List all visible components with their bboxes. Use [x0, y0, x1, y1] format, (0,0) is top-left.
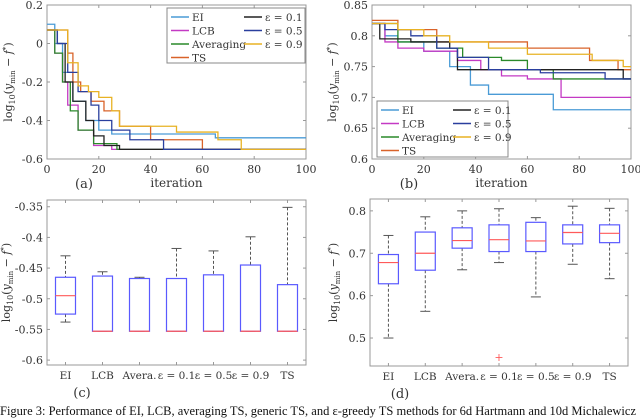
y-tick-label: 0.7: [349, 247, 367, 260]
x-tick-label: Avera.: [122, 370, 157, 382]
box: [526, 222, 546, 251]
y-tick-label: -0.4: [22, 115, 43, 128]
y-tick-label: 0.75: [344, 61, 369, 74]
box: [167, 279, 187, 332]
y-tick-label: 0: [36, 38, 43, 51]
x-tick-label: 0: [369, 163, 376, 176]
x-tick-label: ε = 0.1: [158, 370, 196, 382]
panel-label: (b): [400, 177, 418, 192]
x-tick-label: ε = 0.9: [554, 371, 592, 383]
legend-label-eps01: ε = 0.1: [474, 105, 512, 117]
y-tick-label: 0.8: [349, 205, 367, 218]
x-tick-label: EI: [383, 371, 395, 383]
y-axis-label: log10(ymin − f*): [2, 42, 17, 121]
box: [204, 275, 224, 331]
y-tick-label: -0.2: [22, 76, 43, 89]
x-tick-label: LCB: [414, 371, 437, 383]
x-tick-label: 0: [44, 163, 51, 176]
legend-label-eps05: ε = 0.5: [265, 26, 303, 38]
x-tick-label: 20: [92, 163, 106, 176]
panel-label: (d): [391, 387, 409, 402]
y-tick-label: 0.5: [349, 332, 367, 345]
x-tick-label: 100: [621, 163, 640, 176]
y-tick-label: -0.4: [22, 231, 43, 244]
x-tick-label: ε = 0.5: [195, 370, 233, 382]
x-tick-label: Avera.: [444, 371, 479, 383]
x-tick-label: ε = 0.1: [480, 371, 518, 383]
y-tick-label: -0.45: [15, 262, 43, 275]
legend-label-eps09: ε = 0.9: [474, 132, 512, 144]
x-axis-label: iteration: [475, 176, 528, 190]
box: [378, 255, 398, 284]
legend-label-EI: EI: [402, 105, 414, 117]
box: [130, 279, 150, 332]
legend-label-LCB: LCB: [192, 26, 215, 38]
legend-label-TS: TS: [402, 146, 416, 158]
legend-label-TS: TS: [192, 53, 206, 65]
legend-label-eps09: ε = 0.9: [265, 39, 303, 51]
y-tick-label: 0.8: [351, 30, 369, 43]
box: [93, 276, 113, 331]
y-axis-label: log10(ymin − f*): [0, 243, 15, 322]
x-tick-label: 100: [296, 163, 317, 176]
y-tick-label: -0.5: [22, 293, 43, 306]
legend-label-eps01: ε = 0.1: [265, 12, 303, 24]
x-tick-label: EI: [60, 370, 72, 382]
x-tick-label: 40: [144, 163, 158, 176]
y-axis-label: log10(ymin − f*): [327, 243, 342, 322]
y-tick-label: -0.55: [15, 323, 43, 336]
x-axis-label: iteration: [150, 176, 203, 190]
x-tick-label: 60: [195, 163, 209, 176]
legend-label-Averaging: Averaging: [401, 132, 456, 144]
box: [241, 265, 261, 331]
legend-label-Averaging: Averaging: [191, 39, 246, 51]
y-tick-label: 0.6: [351, 153, 369, 166]
y-tick-label: -0.35: [15, 201, 43, 214]
box: [489, 225, 509, 252]
legend-label-LCB: LCB: [402, 119, 425, 131]
x-tick-label: 40: [469, 163, 483, 176]
x-tick-label: 80: [247, 163, 261, 176]
x-tick-label: LCB: [91, 370, 114, 382]
y-axis-label: log10(ymin − f*): [326, 42, 341, 121]
panel-label: (a): [75, 177, 93, 192]
legend-label-EI: EI: [192, 12, 204, 24]
y-tick-label: 0.6: [349, 290, 367, 303]
box: [278, 285, 298, 332]
x-tick-label: 60: [520, 163, 534, 176]
y-tick-label: -0.6: [22, 354, 43, 367]
x-tick-label: TS: [280, 370, 294, 382]
legend-label-eps05: ε = 0.5: [474, 119, 512, 131]
x-tick-label: ε = 0.9: [232, 370, 270, 382]
x-tick-label: TS: [602, 371, 616, 383]
figure-caption: Figure 3: Performance of EI, LCB, averag…: [0, 404, 640, 419]
y-tick-label: 0.2: [26, 0, 44, 12]
y-tick-label: 0.85: [344, 0, 369, 12]
chart-b: 0.85 0.8 0.75 0.7 0.65 0.60 20 40 60 80 100 iterati…: [326, 0, 640, 192]
x-tick-label: 20: [417, 163, 431, 176]
y-tick-label: 0.7: [351, 91, 369, 104]
box: [452, 228, 472, 248]
y-tick-label: -0.6: [22, 153, 43, 166]
box: [563, 225, 583, 244]
x-tick-label: ε = 0.5: [517, 371, 555, 383]
outlier-marker: +: [494, 351, 503, 364]
panel-label: (c): [73, 386, 90, 401]
x-tick-label: 80: [572, 163, 586, 176]
box: [415, 232, 435, 270]
y-tick-label: 0.65: [344, 122, 369, 135]
